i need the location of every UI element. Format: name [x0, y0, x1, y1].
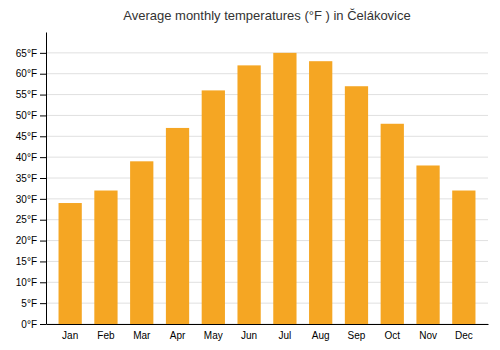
x-axis-line: [47, 324, 489, 325]
bar: [94, 191, 117, 324]
bar: [416, 165, 439, 324]
x-tick-label: Oct: [384, 330, 400, 341]
x-tick-label: Apr: [170, 330, 186, 341]
x-tick: May: [204, 330, 223, 341]
x-tick: Sep: [348, 330, 366, 341]
y-tick-mark: [40, 261, 46, 262]
bar: [345, 86, 368, 324]
bar: [166, 128, 189, 324]
y-axis: 0°F 5°F 10°F 15°F 20°F 25°F 30°F 35°F 40°F 45°F 50…: [16, 33, 47, 330]
y-tick: 50°F: [16, 110, 46, 121]
x-tick: Apr: [170, 330, 186, 341]
y-tick: 40°F: [16, 152, 46, 163]
x-tick: Mar: [133, 330, 151, 341]
y-tick-mark: [40, 303, 46, 304]
y-tick: 65°F: [16, 48, 46, 59]
bar: [273, 53, 296, 324]
x-tick: Jun: [241, 330, 257, 341]
y-tick: 30°F: [16, 194, 46, 205]
grid-line: [46, 136, 488, 137]
grid: [46, 53, 488, 324]
y-tick-label: 35°F: [16, 173, 37, 184]
y-tick: 0°F: [21, 319, 46, 330]
x-tick: Aug: [312, 330, 330, 341]
y-tick-label: 65°F: [16, 48, 37, 59]
y-tick: 10°F: [16, 277, 46, 288]
y-tick-label: 60°F: [16, 68, 37, 79]
bar: [381, 124, 404, 324]
y-tick-label: 45°F: [16, 131, 37, 142]
x-tick-label: Feb: [97, 330, 115, 341]
y-tick: 55°F: [16, 89, 46, 100]
y-tick-mark: [40, 74, 46, 75]
y-tick-label: 30°F: [16, 194, 37, 205]
marks: [59, 53, 476, 324]
y-tick-mark: [40, 178, 46, 179]
y-tick-label: 10°F: [16, 277, 37, 288]
chart: 0°F 5°F 10°F 15°F 20°F 25°F 30°F 35°F 40°F 45°F 50…: [0, 0, 500, 350]
x-tick-label: Sep: [348, 330, 366, 341]
y-tick-mark: [40, 157, 46, 158]
y-tick-mark: [40, 324, 46, 325]
x-tick-label: Dec: [455, 330, 473, 341]
x-tick-label: Jun: [241, 330, 257, 341]
x-axis: Jan Feb Mar Apr May Jun Jul Aug Sep Oct Nov Dec: [47, 325, 489, 342]
y-tick: 35°F: [16, 173, 46, 184]
grid-line: [46, 52, 488, 53]
y-tick-label: 25°F: [16, 214, 37, 225]
x-tick: Feb: [97, 330, 115, 341]
y-tick-mark: [40, 282, 46, 283]
bar: [237, 65, 260, 324]
y-tick-label: 55°F: [16, 89, 37, 100]
y-tick: 20°F: [16, 235, 46, 246]
x-tick-label: Jul: [278, 330, 291, 341]
x-tick-label: Nov: [419, 330, 437, 341]
y-tick-mark: [40, 220, 46, 221]
x-tick: Nov: [419, 330, 437, 341]
y-tick: 5°F: [21, 298, 46, 309]
y-tick: 25°F: [16, 214, 46, 225]
y-axis-line: [46, 33, 47, 325]
title: Average monthly temperatures (°F ) in Če…: [123, 8, 410, 23]
y-tick: 15°F: [16, 256, 46, 267]
x-tick-label: Aug: [312, 330, 330, 341]
x-tick-label: Mar: [133, 330, 151, 341]
y-tick-label: 5°F: [21, 298, 37, 309]
grid-line: [46, 115, 488, 116]
x-tick-label: Jan: [62, 330, 78, 341]
y-tick-mark: [40, 136, 46, 137]
bar: [130, 161, 153, 324]
grid-line: [46, 94, 488, 95]
x-tick: Jul: [278, 330, 291, 341]
bar: [309, 61, 332, 324]
y-tick-label: 50°F: [16, 110, 37, 121]
x-tick: Oct: [384, 330, 400, 341]
grid-line: [46, 73, 488, 74]
plot: 0°F 5°F 10°F 15°F 20°F 25°F 30°F 35°F 40°F 45°F 50…: [16, 33, 489, 342]
y-tick-label: 40°F: [16, 152, 37, 163]
y-tick: 60°F: [16, 68, 46, 79]
y-tick-mark: [40, 199, 46, 200]
x-tick: Jan: [62, 330, 78, 341]
y-tick-mark: [40, 115, 46, 116]
y-tick-mark: [40, 53, 46, 54]
bar: [452, 191, 475, 324]
bar: [202, 90, 225, 324]
y-tick-label: 15°F: [16, 256, 37, 267]
grid-line: [46, 157, 488, 158]
y-tick-mark: [40, 95, 46, 96]
y-tick-label: 0°F: [21, 319, 37, 330]
x-tick: Dec: [455, 330, 473, 341]
bar: [59, 203, 82, 324]
y-tick: 45°F: [16, 131, 46, 142]
y-tick-mark: [40, 241, 46, 242]
x-tick-label: May: [204, 330, 223, 341]
y-tick-label: 20°F: [16, 235, 37, 246]
